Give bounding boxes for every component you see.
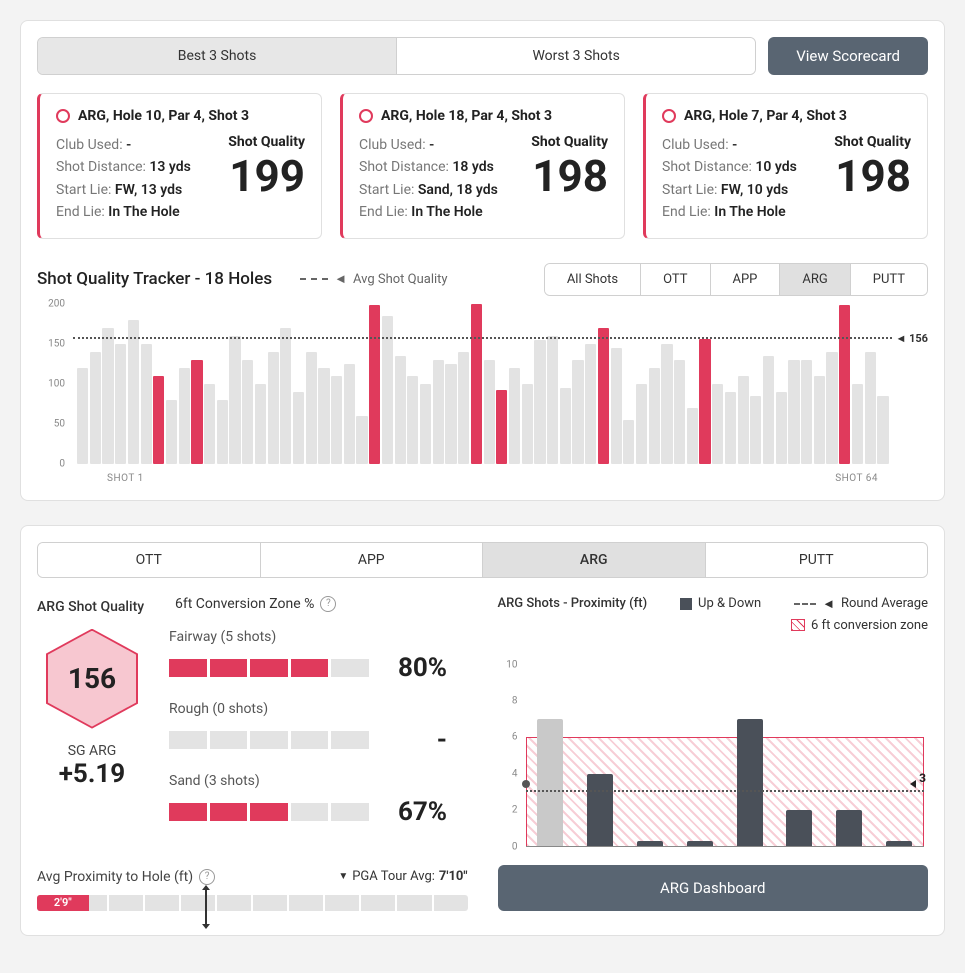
conversion-zone-title: 6ft Conversion Zone % [175, 596, 314, 612]
hexagon-score: 156 [46, 629, 138, 729]
pga-tour-avg: ▼PGA Tour Avg: 7'10" [338, 869, 467, 884]
shot-quality-toggle: Best 3 Shots Worst 3 Shots [37, 37, 756, 75]
filter-tab-all shots[interactable]: All Shots [545, 264, 641, 295]
shot-card-title: ARG, Hole 7, Par 4, Shot 3 [684, 108, 847, 124]
filter-tab-ott[interactable]: OTT [641, 264, 710, 295]
shot-card-0[interactable]: ARG, Hole 10, Par 4, Shot 3 Club Used: -… [37, 93, 322, 239]
shot-card-title: ARG, Hole 18, Par 4, Shot 3 [381, 108, 552, 124]
shot-card-title: ARG, Hole 10, Par 4, Shot 3 [78, 108, 249, 124]
conversion-row: Sand (3 shots) 67% [169, 773, 468, 827]
legend-up-down: Up & Down [680, 596, 761, 612]
bottom-tab-arg[interactable]: ARG [483, 543, 706, 577]
top-card: Best 3 Shots Worst 3 Shots View Scorecar… [20, 20, 945, 501]
avg-shot-quality-legend: ◄ Avg Shot Quality [300, 271, 447, 287]
bottom-category-tabs: OTTAPPARGPUTT [37, 542, 928, 578]
sg-arg-value: +5.19 [59, 759, 125, 789]
help-icon[interactable]: ? [199, 869, 215, 885]
bottom-tab-app[interactable]: APP [261, 543, 484, 577]
arg-dashboard-button[interactable]: ARG Dashboard [498, 865, 929, 911]
target-icon [662, 109, 676, 123]
avg-proximity-label: Avg Proximity to Hole (ft) [37, 869, 193, 885]
help-icon[interactable]: ? [320, 596, 336, 612]
target-icon [56, 109, 70, 123]
shot-card-1[interactable]: ARG, Hole 18, Par 4, Shot 3 Club Used: -… [340, 93, 625, 239]
proximity-chart-title: ARG Shots - Proximity (ft) [498, 596, 648, 612]
legend-conversion-zone: 6 ft conversion zone [791, 618, 928, 633]
x-label-last: SHOT 64 [835, 473, 878, 484]
conversion-row: Rough (0 shots) - [169, 701, 468, 755]
view-scorecard-button[interactable]: View Scorecard [768, 37, 928, 75]
legend-round-avg: ◄ Round Average [794, 596, 928, 612]
tab-worst-shots[interactable]: Worst 3 Shots [397, 38, 755, 74]
bottom-card: OTTAPPARGPUTT ARG Shot Quality 6ft Conve… [20, 525, 945, 936]
bottom-tab-putt[interactable]: PUTT [706, 543, 928, 577]
tracker-title: Shot Quality Tracker - 18 Holes [37, 269, 272, 289]
shot-quality-chart: 050100150200 ◄ 156 SHOT 1 SHOT 64 [37, 304, 928, 484]
arg-shot-quality-title: ARG Shot Quality [37, 599, 144, 615]
x-label-first: SHOT 1 [107, 473, 144, 484]
conversion-row: Fairway (5 shots) 80% [169, 629, 468, 683]
target-icon [359, 109, 373, 123]
filter-tab-arg[interactable]: ARG [780, 264, 850, 295]
filter-tab-putt[interactable]: PUTT [851, 264, 927, 295]
tab-best-shots[interactable]: Best 3 Shots [38, 38, 397, 74]
filter-tab-app[interactable]: APP [711, 264, 781, 295]
proximity-bar: 2'9" [37, 895, 468, 919]
sg-arg-label: SG ARG [68, 743, 117, 759]
bottom-tab-ott[interactable]: OTT [38, 543, 261, 577]
tracker-filter-tabs: All ShotsOTTAPPARGPUTT [544, 263, 928, 296]
shot-card-2[interactable]: ARG, Hole 7, Par 4, Shot 3 Club Used: - … [643, 93, 928, 239]
proximity-chart: 0246810 3 [498, 647, 929, 847]
